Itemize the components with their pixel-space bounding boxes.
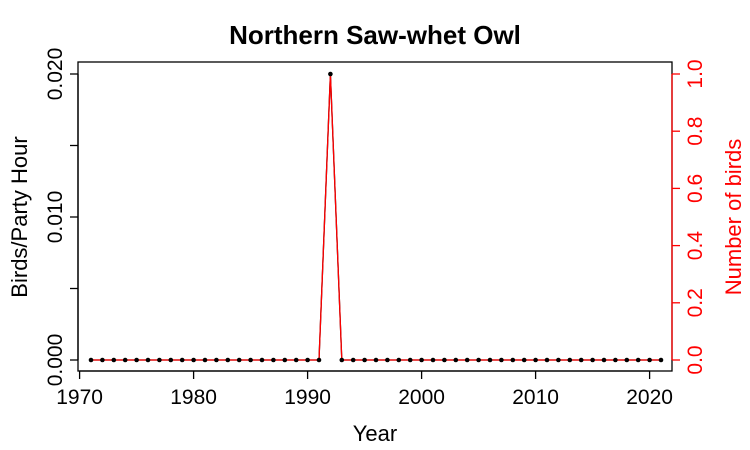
y2-tick-label: 0.6 xyxy=(684,174,707,203)
series-point xyxy=(339,357,345,363)
series-point xyxy=(487,357,493,363)
series-point xyxy=(590,357,595,363)
series-point xyxy=(305,357,310,363)
series-point xyxy=(225,357,231,363)
series-line-number-of-birds xyxy=(91,73,661,361)
plot-frame xyxy=(77,61,673,372)
series-line-birds-per-party-hour xyxy=(91,73,661,361)
series-point xyxy=(453,357,459,363)
series-point xyxy=(442,357,447,363)
y2-tick-label: 0.2 xyxy=(684,288,707,317)
series-point xyxy=(464,357,470,363)
series-point xyxy=(567,357,573,363)
series-point xyxy=(191,357,196,363)
y2-tick-label: 0.0 xyxy=(684,345,707,374)
series-point xyxy=(214,357,219,363)
y2-axis-label: Number of birds xyxy=(721,139,746,296)
series-point xyxy=(658,357,664,363)
y-tick-label: 0.010 xyxy=(44,191,67,244)
series-point xyxy=(510,357,516,363)
series-point xyxy=(544,357,550,363)
series-point xyxy=(145,357,151,363)
series-point xyxy=(476,357,481,363)
series-point xyxy=(373,357,379,363)
y2-axis: 0.0 0.2 0.4 0.6 0.8 1.0 xyxy=(671,59,707,375)
x-tick-label: 1990 xyxy=(284,386,331,409)
series-layer xyxy=(88,71,664,363)
series-point xyxy=(134,357,139,363)
series-point xyxy=(168,357,174,363)
series-point xyxy=(601,357,607,363)
y2-tick-label: 1.0 xyxy=(684,59,707,88)
series-point xyxy=(271,357,276,363)
series-point xyxy=(316,357,322,363)
series-point xyxy=(430,357,436,363)
series-point xyxy=(407,357,413,363)
x-axis: 1970 1980 1990 2000 2010 2020 xyxy=(56,370,673,409)
series-point xyxy=(419,357,424,363)
series-point xyxy=(248,357,253,363)
series-point xyxy=(293,357,299,363)
series-point xyxy=(578,357,584,363)
series-point xyxy=(88,357,94,363)
y-tick-label: 0.020 xyxy=(44,48,67,101)
series-point xyxy=(613,357,618,363)
series-point xyxy=(533,357,538,363)
series-point xyxy=(624,357,630,363)
series-point xyxy=(362,357,367,363)
series-point xyxy=(556,357,561,363)
series-point xyxy=(647,357,652,363)
x-axis-label: Year xyxy=(353,421,397,446)
x-tick-label: 2010 xyxy=(512,386,559,409)
series-point xyxy=(385,357,390,363)
x-tick-label: 2020 xyxy=(626,386,673,409)
x-tick-label: 1980 xyxy=(170,386,217,409)
chart-title: Northern Saw-whet Owl xyxy=(229,20,521,50)
series-point xyxy=(282,357,288,363)
y-tick-label: 0.000 xyxy=(44,334,67,387)
series-point xyxy=(236,357,242,363)
x-tick-label: 1970 xyxy=(56,386,103,409)
series-point xyxy=(396,357,402,363)
series-point xyxy=(202,357,208,363)
series-point xyxy=(179,357,185,363)
y-axis-label: Birds/Party Hour xyxy=(7,136,32,297)
series-point xyxy=(100,357,105,363)
series-point xyxy=(350,357,356,363)
x-tick-label: 2000 xyxy=(398,386,445,409)
series-point xyxy=(157,357,162,363)
series-point xyxy=(259,357,265,363)
y2-tick-label: 0.8 xyxy=(684,117,707,146)
series-point xyxy=(521,357,527,363)
series-point xyxy=(499,357,504,363)
y2-tick-label: 0.4 xyxy=(684,231,707,261)
series-point xyxy=(635,357,641,363)
y-axis: 0.000 0.010 0.020 xyxy=(44,48,79,387)
series-point xyxy=(111,357,117,363)
series-point xyxy=(122,357,128,363)
series-point xyxy=(328,71,333,77)
